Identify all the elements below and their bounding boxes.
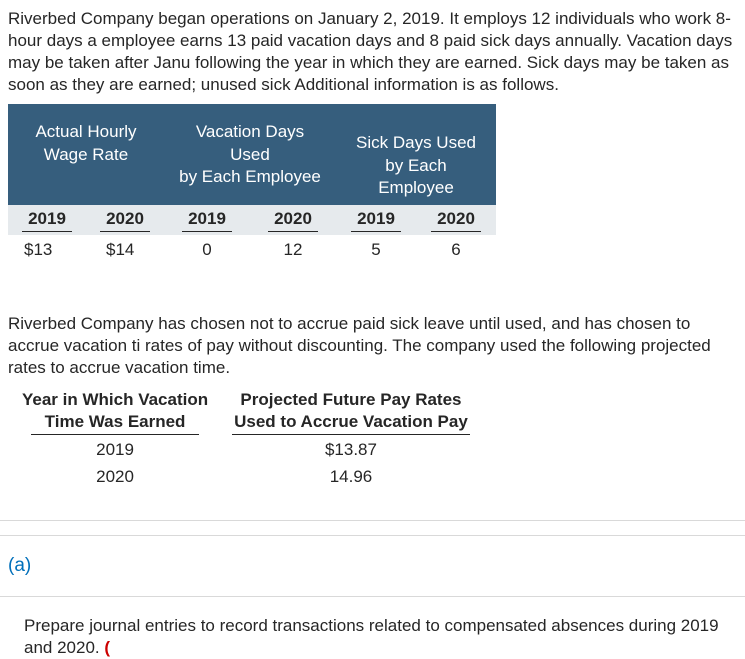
t2-h2-l2: Used to Accrue Vacation Pay bbox=[232, 411, 470, 435]
data-table-1-wrap: Actual Hourly Wage Rate Vacation Days Us… bbox=[0, 96, 745, 265]
t2-h1-l1: Year in Which Vacation bbox=[22, 389, 208, 411]
th-vac-l2: Used bbox=[178, 144, 322, 166]
t2-row: 2020 14.96 bbox=[10, 464, 482, 490]
question-text: Prepare journal entries to record transa… bbox=[24, 616, 719, 657]
t2-rate-0: $13.87 bbox=[220, 437, 482, 463]
th-sick-l1: Sick Days Used bbox=[350, 132, 482, 154]
t2-h1: Year in Which Vacation Time Was Earned bbox=[10, 387, 220, 437]
sick-y1: 2019 bbox=[351, 208, 401, 232]
t2-h2: Projected Future Pay Rates Used to Accru… bbox=[220, 387, 482, 437]
mid-paragraph: Riverbed Company has chosen not to accru… bbox=[0, 305, 745, 379]
th-vac: Vacation Days Used by Each Employee bbox=[164, 104, 336, 204]
th-wage-l2: Wage Rate bbox=[22, 144, 150, 166]
sick-2019: 5 bbox=[336, 235, 416, 265]
wage-y1: 2019 bbox=[22, 208, 72, 232]
th-vac-l3: by Each Employee bbox=[178, 166, 322, 188]
data-table-1: Actual Hourly Wage Rate Vacation Days Us… bbox=[8, 104, 496, 265]
vac-2020: 12 bbox=[250, 235, 336, 265]
wage-y2: 2020 bbox=[100, 208, 150, 232]
data-table-2-wrap: Year in Which Vacation Time Was Earned P… bbox=[0, 379, 745, 489]
th-wage-l1: Actual Hourly bbox=[22, 121, 150, 143]
year-row: 2019 2020 2019 2020 2019 2020 bbox=[8, 205, 496, 235]
part-label: (a) bbox=[0, 536, 745, 597]
th-wage: Actual Hourly Wage Rate bbox=[8, 104, 164, 204]
t2-row: 2019 $13.87 bbox=[10, 437, 482, 463]
wage-2020: $14 bbox=[86, 235, 164, 265]
t2-year-1: 2020 bbox=[10, 464, 220, 490]
t2-h2-l1: Projected Future Pay Rates bbox=[232, 389, 470, 411]
question-mark-icon: ( bbox=[104, 638, 110, 657]
sick-2020: 6 bbox=[416, 235, 496, 265]
vac-2019: 0 bbox=[164, 235, 250, 265]
th-sick-l2: by Each Employee bbox=[350, 155, 482, 199]
t2-h1-l2: Time Was Earned bbox=[31, 411, 200, 435]
data-table-2: Year in Which Vacation Time Was Earned P… bbox=[10, 387, 482, 489]
sick-y2: 2020 bbox=[431, 208, 481, 232]
question-paragraph: Prepare journal entries to record transa… bbox=[0, 597, 745, 659]
data-row: $13 $14 0 12 5 6 bbox=[8, 235, 496, 265]
t2-year-0: 2019 bbox=[10, 437, 220, 463]
wage-2019: $13 bbox=[8, 235, 86, 265]
intro-paragraph: Riverbed Company began operations on Jan… bbox=[0, 0, 745, 96]
th-vac-l1: Vacation Days bbox=[178, 121, 322, 143]
vac-y1: 2019 bbox=[182, 208, 232, 232]
th-sick: Sick Days Used by Each Employee bbox=[336, 104, 496, 204]
t2-rate-1: 14.96 bbox=[220, 464, 482, 490]
vac-y2: 2020 bbox=[268, 208, 318, 232]
